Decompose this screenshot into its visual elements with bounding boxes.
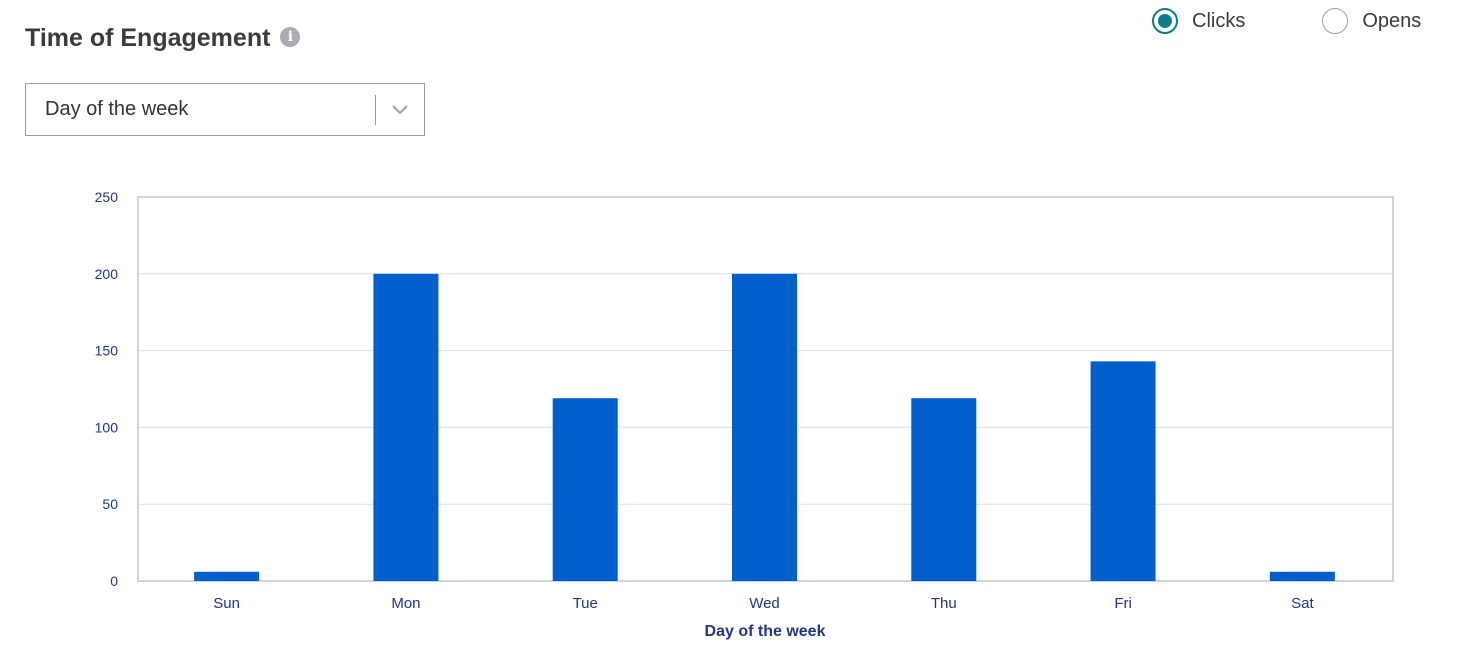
plot-frame bbox=[137, 196, 1394, 582]
info-icon[interactable]: i bbox=[280, 26, 301, 47]
page-title: Time of Engagement i bbox=[25, 24, 301, 53]
y-tick-label: 50 bbox=[102, 496, 118, 512]
radio-opens-label: Opens bbox=[1362, 9, 1422, 32]
select-divider bbox=[375, 94, 376, 125]
bar-sun bbox=[194, 571, 260, 581]
chevron-down-icon[interactable] bbox=[376, 104, 424, 115]
bar-tue bbox=[552, 398, 618, 581]
y-tick-label: 100 bbox=[95, 419, 119, 435]
x-tick-label: Fri bbox=[1114, 595, 1132, 612]
x-axis-ticks: Sun Mon Tue Wed Thu Fri Sat bbox=[213, 595, 1314, 612]
x-tick-label: Mon bbox=[391, 595, 420, 612]
y-axis-ticks: 0 50 100 150 200 250 bbox=[95, 189, 119, 589]
y-tick-label: 250 bbox=[95, 189, 119, 205]
grouping-select-value: Day of the week bbox=[45, 98, 189, 120]
y-tick-label: 150 bbox=[95, 343, 119, 359]
radio-opens-indicator[interactable] bbox=[1322, 8, 1349, 34]
y-tick-label: 200 bbox=[95, 266, 119, 282]
chart-gridlines bbox=[138, 196, 1393, 582]
chart-bars bbox=[194, 273, 1335, 581]
bar-mon bbox=[373, 273, 439, 581]
bar-thu bbox=[911, 398, 977, 581]
radio-clicks-indicator[interactable] bbox=[1152, 8, 1178, 34]
metric-toggle: Clicks Opens bbox=[1152, 8, 1421, 34]
x-tick-label: Wed bbox=[749, 595, 780, 612]
bar-fri bbox=[1090, 361, 1156, 581]
x-tick-label: Thu bbox=[931, 595, 957, 612]
radio-clicks-label: Clicks bbox=[1192, 9, 1246, 32]
x-axis-title: Day of the week bbox=[705, 623, 826, 640]
grouping-select[interactable]: Day of the week bbox=[25, 83, 425, 136]
bar-wed bbox=[732, 273, 797, 581]
bar-sat bbox=[1269, 571, 1335, 581]
x-tick-label: Sat bbox=[1291, 595, 1314, 612]
x-tick-label: Tue bbox=[573, 595, 598, 612]
radio-opens[interactable]: Opens bbox=[1322, 8, 1421, 34]
x-tick-label: Sun bbox=[213, 595, 240, 612]
title-text: Time of Engagement bbox=[25, 24, 271, 52]
radio-clicks[interactable]: Clicks bbox=[1152, 8, 1245, 34]
y-tick-label: 0 bbox=[110, 573, 118, 589]
